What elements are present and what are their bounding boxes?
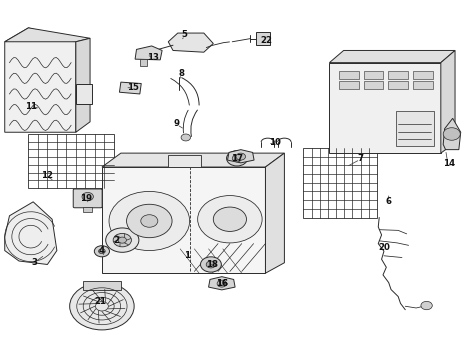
Text: 15: 15 [127,82,139,92]
Text: 21: 21 [94,296,107,306]
Text: 7: 7 [357,154,363,163]
Bar [140,59,147,66]
Circle shape [236,153,246,160]
Bar [413,71,433,79]
Circle shape [106,228,139,252]
Text: 12: 12 [41,171,54,180]
Text: 16: 16 [216,279,228,288]
Circle shape [206,261,216,268]
Polygon shape [329,50,455,63]
Text: 19: 19 [80,194,92,203]
Circle shape [141,215,158,227]
Polygon shape [443,118,461,150]
Circle shape [213,207,246,231]
Circle shape [232,155,242,162]
Text: 17: 17 [231,154,243,163]
Circle shape [94,246,109,257]
Text: 2: 2 [113,236,119,245]
Polygon shape [5,28,90,42]
Polygon shape [228,150,254,163]
Text: 9: 9 [174,119,180,128]
Polygon shape [76,38,90,132]
Polygon shape [441,50,455,153]
Circle shape [70,283,134,330]
Circle shape [198,196,262,243]
Circle shape [181,134,191,141]
Bar [303,148,377,218]
Polygon shape [119,82,141,94]
Text: 22: 22 [260,35,273,45]
Bar [339,71,359,79]
Text: 6: 6 [386,197,392,206]
Polygon shape [5,202,57,264]
Polygon shape [329,63,441,153]
Bar [28,134,114,188]
Polygon shape [265,153,284,273]
Bar [82,282,121,290]
Bar [339,81,359,89]
Circle shape [127,204,172,238]
Bar [83,207,92,212]
Text: 3: 3 [31,258,37,267]
Bar [396,111,434,146]
Text: 5: 5 [181,30,187,39]
Bar [168,155,201,167]
Polygon shape [135,46,162,60]
Bar [256,32,270,45]
Polygon shape [102,167,265,273]
Text: 11: 11 [25,102,37,111]
Circle shape [109,191,190,251]
Text: 20: 20 [378,243,390,252]
Circle shape [421,301,432,310]
Text: 14: 14 [443,159,456,168]
FancyBboxPatch shape [73,189,102,208]
Polygon shape [209,277,235,290]
Text: 10: 10 [269,138,281,147]
Text: 16: 16 [216,279,228,288]
Text: 13: 13 [146,53,159,62]
Polygon shape [5,28,76,132]
Circle shape [443,128,460,140]
Circle shape [99,249,105,254]
Text: 1: 1 [184,251,190,260]
Circle shape [82,192,93,201]
Bar [388,71,408,79]
Polygon shape [168,33,213,52]
Bar [364,71,383,79]
Circle shape [201,257,221,272]
Bar [364,81,383,89]
Polygon shape [102,153,284,167]
Circle shape [217,280,227,287]
Circle shape [118,237,127,243]
Circle shape [227,151,247,166]
Bar [76,84,92,104]
Text: 8: 8 [178,69,184,78]
Circle shape [113,234,131,247]
Bar [413,81,433,89]
Text: 4: 4 [99,246,105,255]
Text: 18: 18 [206,260,219,269]
Bar [388,81,408,89]
